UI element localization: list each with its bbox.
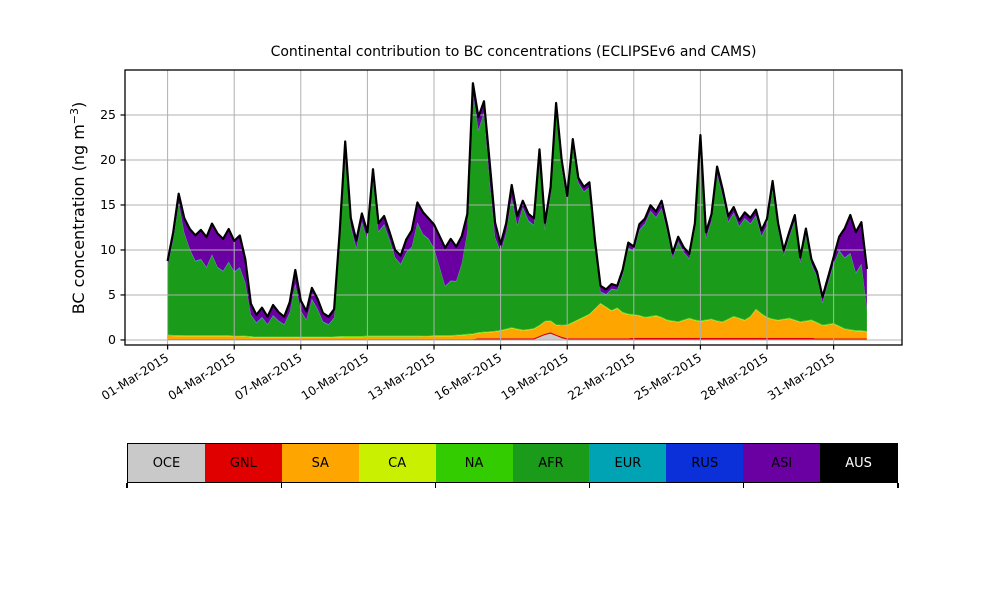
legend-label-EUR: EUR: [614, 455, 642, 471]
legend-label-OCE: OCE: [152, 455, 181, 471]
legend-label-RUS: RUS: [691, 455, 719, 471]
legend-axis-tick: [434, 483, 436, 488]
y-tick-label: 15: [100, 197, 116, 212]
y-tick-label: 0: [108, 332, 116, 347]
legend-cell-AFR: AFR: [512, 444, 590, 482]
x-tick-label: 04-Mar-2015: [166, 351, 238, 403]
legend-label-CA: CA: [388, 455, 407, 471]
x-tick-label: 19-Mar-2015: [499, 351, 571, 403]
axes-frame: [124, 69, 903, 346]
x-tick-label: 16-Mar-2015: [432, 351, 504, 403]
legend-axis-tick: [743, 483, 745, 488]
legend-cell-AUS: AUS: [820, 444, 898, 482]
legend-cell-NA: NA: [435, 444, 513, 482]
x-tick-label: 10-Mar-2015: [299, 351, 371, 403]
legend-cell-OCE: OCE: [128, 444, 205, 482]
legend-label-AUS: AUS: [845, 455, 872, 471]
total-line: [166, 82, 868, 318]
legend: OCE GNL SA CA NA AFR EUR RUS ASI AUS: [127, 443, 898, 483]
legend-label-AFR: AFR: [538, 455, 564, 471]
legend-axis-tick: [280, 483, 282, 488]
x-tick-label: 31-Mar-2015: [765, 351, 837, 403]
legend-label-NA: NA: [464, 455, 484, 471]
x-tick-label: 13-Mar-2015: [365, 351, 437, 403]
y-tick-label: 25: [100, 107, 116, 122]
x-tick-label: 07-Mar-2015: [232, 351, 304, 403]
legend-label-ASI: ASI: [771, 455, 793, 471]
chart-title: Continental contribution to BC concentra…: [270, 44, 757, 60]
x-tick-label: 25-Mar-2015: [632, 351, 704, 403]
y-tick-label: 20: [100, 152, 116, 167]
legend-cell-EUR: EUR: [589, 444, 667, 482]
legend-cell-SA: SA: [281, 444, 359, 482]
legend-cell-CA: CA: [358, 444, 436, 482]
x-tick-label: 28-Mar-2015: [698, 351, 770, 403]
legend-axis-tick: [897, 483, 899, 488]
legend-cell-ASI: ASI: [743, 444, 821, 482]
legend-cell-GNL: GNL: [204, 444, 282, 482]
legend-label-GNL: GNL: [229, 455, 257, 471]
legend-axis-tick: [589, 483, 591, 488]
area-SA: [167, 304, 867, 340]
area-AFR: [167, 93, 867, 337]
legend-label-SA: SA: [311, 455, 329, 471]
area-GNL: [167, 332, 867, 340]
legend-axis-tick: [126, 483, 128, 488]
x-tick-label: 22-Mar-2015: [565, 351, 637, 403]
y-tick-label: 5: [108, 287, 116, 302]
y-tick-label: 10: [100, 242, 116, 257]
x-tick-label: 01-Mar-2015: [99, 351, 171, 403]
legend-cell-RUS: RUS: [666, 444, 744, 482]
